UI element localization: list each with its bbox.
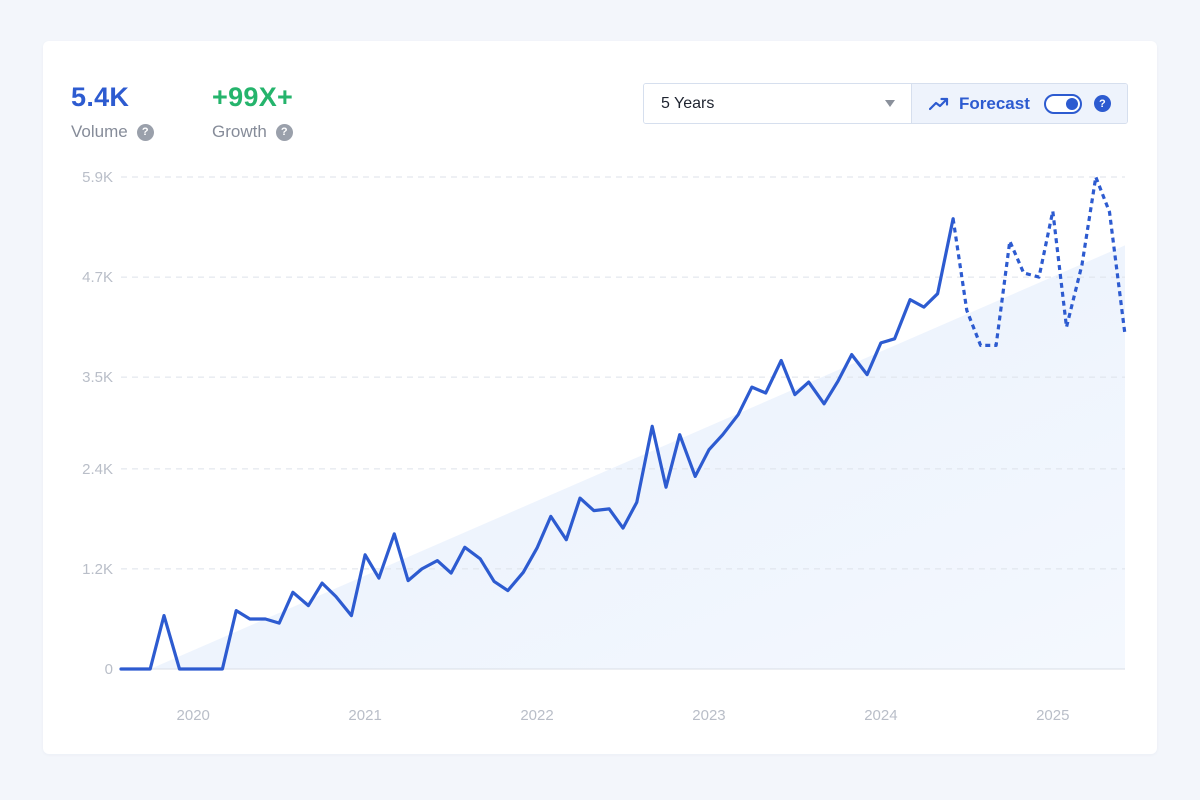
y-tick-label: 4.7K [82, 269, 113, 286]
growth-value: +99X+ [212, 82, 294, 112]
forecast-toggle[interactable] [1043, 93, 1082, 114]
forecast-label: Forecast [959, 93, 1030, 113]
y-tick-label: 5.9K [82, 169, 113, 186]
volume-help-icon[interactable]: ? [136, 123, 154, 141]
chart-controls: 5 Years Forecast ? [643, 83, 1128, 124]
volume-value: 5.4K [71, 82, 130, 112]
x-tick-label: 2024 [864, 707, 897, 724]
x-tick-label: 2021 [348, 707, 381, 724]
trend-up-icon [929, 97, 949, 111]
time-range-value: 5 Years [661, 94, 715, 112]
growth-stat: +99X+ Growth ? [212, 82, 293, 142]
x-tick-label: 2020 [177, 707, 210, 724]
volume-label: Volume [71, 122, 128, 141]
forecast-series-line [951, 175, 1127, 347]
forecast-control: Forecast ? [911, 84, 1127, 123]
y-tick-label: 2.4K [82, 461, 113, 478]
y-tick-label: 1.2K [82, 561, 113, 578]
volume-series-line [119, 217, 955, 671]
y-tick-label: 3.5K [82, 369, 113, 386]
trend-area [150, 245, 1126, 670]
forecast-help-icon[interactable]: ? [1093, 95, 1111, 112]
x-tick-label: 2022 [520, 707, 553, 724]
y-tick-label: 0 [105, 661, 113, 678]
chevron-down-icon [885, 100, 895, 107]
time-range-select[interactable]: 5 Years [644, 84, 911, 123]
x-tick-label: 2025 [1036, 707, 1069, 724]
x-tick-label: 2023 [692, 707, 725, 724]
growth-help-icon[interactable]: ? [275, 123, 293, 141]
growth-label: Growth [212, 122, 267, 141]
toggle-knob [1065, 97, 1078, 110]
volume-stat: 5.4K Volume ? [71, 82, 154, 142]
